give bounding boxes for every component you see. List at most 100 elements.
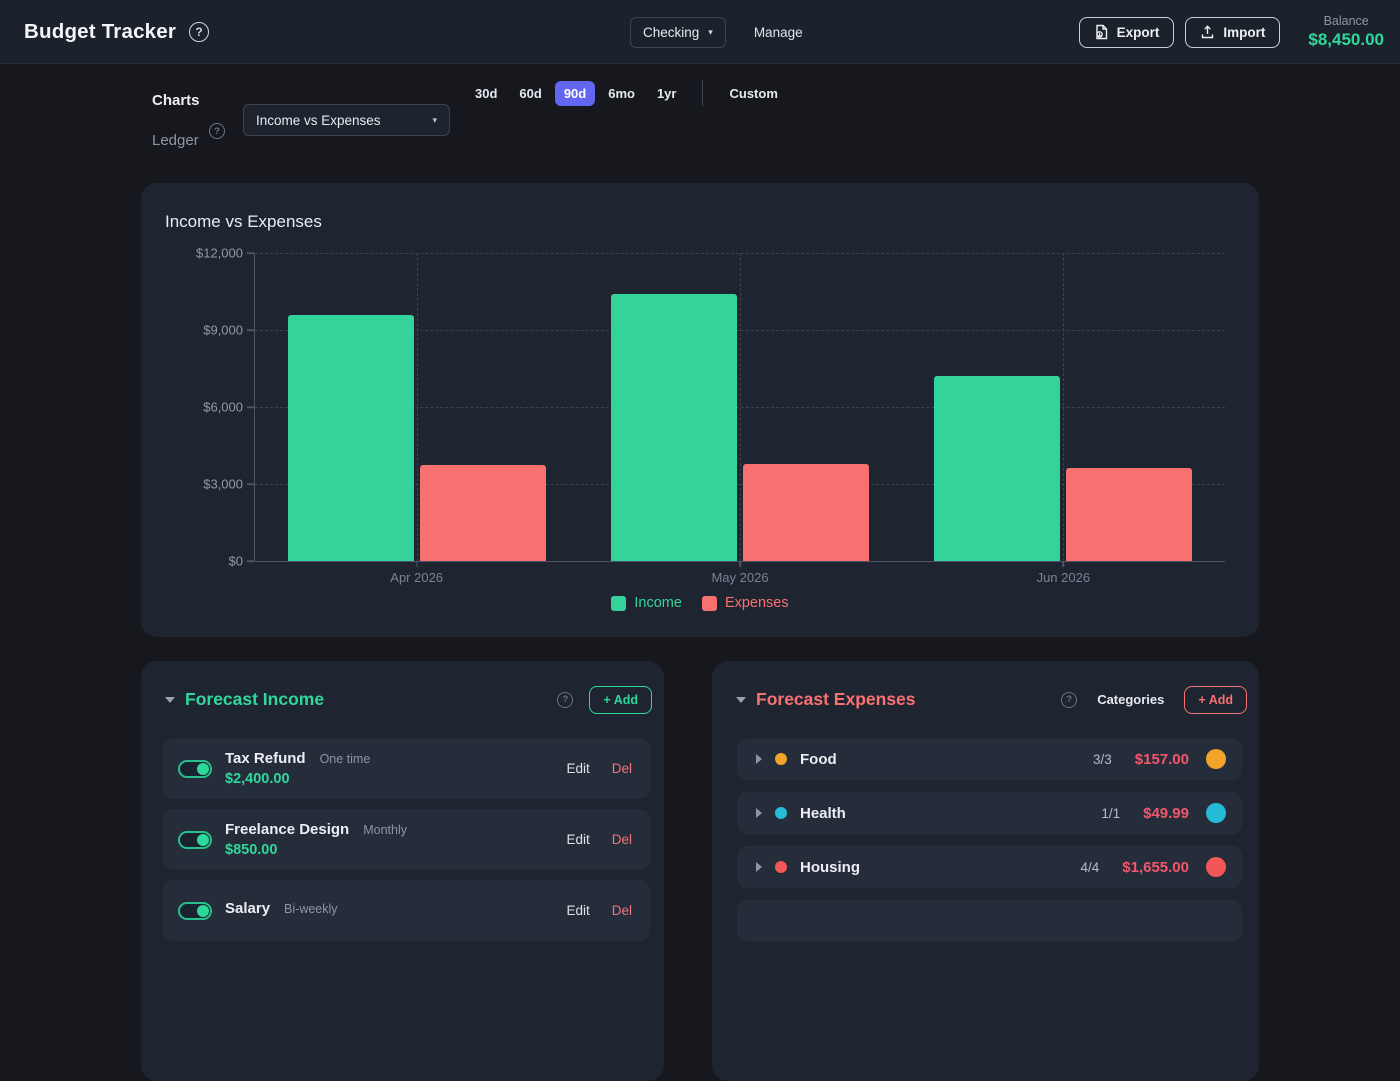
date-range-toolbar: 30d 60d 90d 6mo 1yr Custom (466, 79, 787, 107)
app-header: Budget Tracker ? Checking ▾ Manage Expor… (0, 0, 1400, 64)
y-tick-mark (247, 483, 254, 485)
ledger-help-icon[interactable]: ? (209, 123, 225, 139)
import-upload-icon (1200, 24, 1215, 40)
edit-button[interactable]: Edit (566, 761, 590, 776)
x-tick-mark (739, 562, 741, 567)
expense-row-food[interactable]: Food 3/3 $157.00 (737, 738, 1242, 780)
tab-charts[interactable]: Charts (152, 92, 200, 109)
income-legend-label: Income (634, 595, 682, 611)
expense-row-partial (737, 900, 1242, 942)
forecast-expenses-panel: Forecast Expenses ? Categories + Add Foo… (712, 661, 1259, 1081)
expenses-legend-label: Expenses (724, 595, 789, 611)
income-help-icon[interactable]: ? (557, 691, 574, 708)
expand-triangle-icon[interactable] (756, 808, 762, 818)
collapse-triangle-icon[interactable] (736, 696, 746, 703)
chevron-down-icon: ▾ (708, 26, 713, 37)
account-select[interactable]: Checking ▾ (630, 16, 726, 48)
x-tick-label: Jun 2026 (1036, 570, 1091, 585)
expenses-bar-apr-2026[interactable] (419, 464, 546, 561)
y-tick-mark (247, 329, 254, 331)
range-90d-button[interactable]: 90d (554, 80, 596, 106)
income-toggle[interactable] (178, 830, 212, 849)
export-button-label: Export (1116, 24, 1160, 40)
delete-button[interactable]: Del (611, 832, 632, 847)
expenses-bar-jun-2026[interactable] (1066, 467, 1193, 561)
y-tick-label: $0 (228, 553, 243, 569)
chart-title: Income vs Expenses (165, 212, 322, 231)
page-title: Budget Tracker (24, 20, 177, 43)
y-tick-label: $9,000 (203, 322, 243, 338)
legend-item-expenses[interactable]: Expenses (701, 595, 789, 611)
category-name: Housing (800, 858, 860, 876)
income-item-salary: Salary Bi-weekly Edit Del (163, 880, 650, 941)
expense-row-health[interactable]: Health 1/1 $49.99 (737, 792, 1242, 834)
range-6mo-button[interactable]: 6mo (608, 85, 635, 101)
manage-link[interactable]: Manage (753, 24, 803, 40)
range-1yr-button[interactable]: 1yr (656, 85, 677, 101)
app-help-icon[interactable]: ? (189, 22, 210, 42)
income-toggle[interactable] (178, 901, 212, 920)
categories-button[interactable]: Categories (1097, 692, 1165, 707)
add-income-button[interactable]: + Add (589, 685, 652, 714)
x-tick-label: May 2026 (711, 570, 769, 585)
export-button[interactable]: Export (1078, 16, 1175, 48)
x-gridline (740, 253, 741, 561)
collapse-triangle-icon[interactable] (165, 696, 175, 703)
balance-label: Balance (1323, 14, 1369, 28)
income-bar-may-2026[interactable] (611, 294, 737, 561)
income-item-amount: $2,400.00 (225, 771, 290, 787)
range-custom-button[interactable]: Custom (729, 85, 778, 101)
y-tick-label: $12,000 (196, 245, 243, 261)
chart-type-select-value: Income vs Expenses (256, 112, 381, 128)
account-select-value: Checking (643, 24, 700, 40)
chart-card: Income vs Expenses $0 $3,000 $6,000 $9,000 $… (141, 183, 1259, 637)
range-60d-button[interactable]: 60d (519, 85, 542, 101)
income-bar-jun-2026[interactable] (934, 376, 1061, 561)
category-color-swatch[interactable] (1206, 803, 1226, 823)
y-tick-label: $6,000 (203, 399, 243, 415)
expand-triangle-icon[interactable] (756, 754, 762, 764)
category-amount: $157.00 (1134, 750, 1189, 768)
income-item-tax-refund: Tax Refund One time $2,400.00 Edit Del (163, 738, 650, 799)
tab-ledger[interactable]: Ledger (152, 132, 199, 149)
category-count: 3/3 (1092, 751, 1112, 767)
income-item-amount: $850.00 (225, 842, 278, 858)
category-count: 1/1 (1101, 805, 1121, 821)
y-tick-label: $3,000 (203, 476, 243, 492)
chart-legend: Income Expenses (141, 595, 1259, 611)
expenses-bar-may-2026[interactable] (743, 463, 869, 561)
chart-plot-area: $0 $3,000 $6,000 $9,000 $12,000 Apr 2026 May 2… (196, 246, 1225, 585)
income-item-name: Tax Refund (225, 750, 306, 767)
chart-type-select[interactable]: Income vs Expenses ▾ (243, 104, 450, 136)
y-tick-mark (247, 560, 254, 562)
chevron-down-icon: ▾ (432, 114, 437, 125)
income-bar-apr-2026[interactable] (287, 314, 414, 561)
edit-button[interactable]: Edit (566, 903, 590, 918)
edit-button[interactable]: Edit (566, 832, 590, 847)
delete-button[interactable]: Del (611, 903, 632, 918)
delete-button[interactable]: Del (611, 761, 632, 776)
income-item-freelance-design: Freelance Design Monthly $850.00 Edit De… (163, 809, 650, 870)
add-expense-button[interactable]: + Add (1184, 685, 1247, 714)
balance-value: $8,450.00 (1308, 30, 1384, 49)
category-color-swatch[interactable] (1206, 749, 1226, 769)
x-tick-mark (415, 562, 418, 567)
y-tick-mark (247, 406, 254, 408)
category-amount: $49.99 (1143, 804, 1189, 822)
export-file-icon (1094, 24, 1109, 40)
category-amount: $1,655.00 (1122, 858, 1189, 876)
legend-item-income[interactable]: Income (611, 595, 682, 611)
category-name: Food (800, 750, 837, 768)
income-item-name: Freelance Design (225, 821, 350, 838)
import-button[interactable]: Import (1185, 16, 1281, 48)
forecast-income-title: Forecast Income (185, 689, 325, 709)
expand-triangle-icon[interactable] (756, 862, 762, 872)
expense-row-housing[interactable]: Housing 4/4 $1,655.00 (737, 846, 1242, 888)
expenses-help-icon[interactable]: ? (1061, 691, 1078, 708)
expenses-legend-swatch (701, 595, 717, 611)
category-dot (775, 753, 787, 765)
category-color-swatch[interactable] (1206, 857, 1226, 877)
range-30d-button[interactable]: 30d (475, 85, 498, 101)
y-tick-mark (247, 252, 254, 254)
income-toggle[interactable] (178, 759, 212, 778)
